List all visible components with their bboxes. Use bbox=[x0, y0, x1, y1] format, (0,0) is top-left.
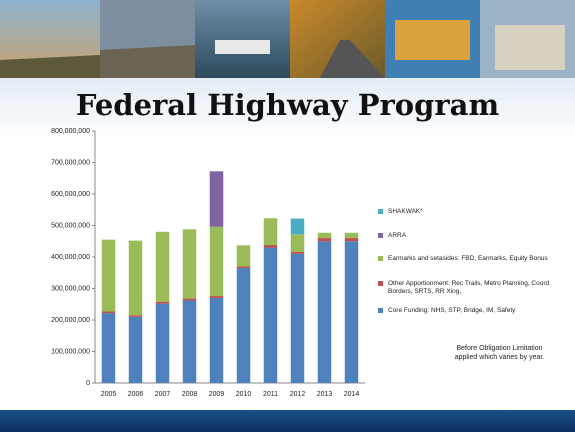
legend-swatch bbox=[378, 233, 383, 238]
bar-segment bbox=[101, 311, 116, 314]
x-tick-label: 2014 bbox=[344, 391, 360, 398]
bar-segment bbox=[155, 301, 170, 304]
slide-title: Federal Highway Program bbox=[75, 88, 500, 122]
bar-segment bbox=[290, 234, 305, 252]
bar-segment bbox=[209, 226, 224, 297]
bar-segment bbox=[101, 239, 116, 312]
x-tick-label: 2005 bbox=[101, 391, 117, 398]
x-tick-label: 2008 bbox=[182, 391, 198, 398]
bar-segment bbox=[344, 238, 359, 242]
y-tick-label: 100,000,000 bbox=[51, 348, 90, 355]
legend-item: Core Funding: NHS, STP, Bridge, IM, Safe… bbox=[378, 307, 553, 315]
legend-swatch bbox=[378, 281, 383, 286]
y-tick-label: 200,000,000 bbox=[51, 317, 90, 324]
legend-label: ARRA bbox=[388, 232, 407, 239]
y-tick-label: 500,000,000 bbox=[51, 222, 90, 229]
bar-segment bbox=[128, 240, 143, 316]
bar-segment bbox=[182, 298, 197, 301]
legend-item: SHAKWAK* bbox=[378, 208, 553, 216]
y-tick-label: 800,000,000 bbox=[51, 128, 90, 135]
legend-swatch bbox=[378, 308, 383, 313]
legend-swatch bbox=[378, 209, 383, 214]
bar-segment bbox=[101, 313, 116, 383]
x-tick-label: 2011 bbox=[263, 391, 278, 398]
legend-item: Other Apportionment: Rec Trails, Metro P… bbox=[378, 280, 553, 296]
x-tick-label: 2007 bbox=[155, 391, 171, 398]
x-tick-label: 2012 bbox=[290, 391, 306, 398]
y-tick-label: 300,000,000 bbox=[51, 285, 90, 292]
bar-segment bbox=[263, 218, 278, 246]
legend-label: Core Funding: NHS, STP, Bridge, IM, Safe… bbox=[388, 307, 516, 314]
bar-segment bbox=[290, 251, 305, 254]
bar-segment bbox=[209, 296, 224, 298]
bar-segment bbox=[236, 268, 251, 383]
y-tick-label: 600,000,000 bbox=[51, 191, 90, 198]
bar-segment bbox=[344, 232, 359, 239]
x-tick-label: 2010 bbox=[236, 391, 252, 398]
legend-item: Earmarks and setasides: FBD, Earmarks, E… bbox=[378, 255, 553, 263]
bar-segment bbox=[344, 241, 359, 383]
x-tick-label: 2006 bbox=[128, 391, 144, 398]
footer-band bbox=[0, 410, 575, 432]
bar-segment bbox=[290, 218, 305, 235]
bar-segment bbox=[209, 297, 224, 383]
legend-label: Other Apportionment: Rec Trails, Metro P… bbox=[388, 280, 550, 295]
bar-segment bbox=[182, 300, 197, 383]
bar-segment bbox=[263, 247, 278, 383]
bar-segment bbox=[209, 171, 224, 227]
legend-item: ARRA bbox=[378, 232, 553, 240]
bar-segment bbox=[317, 238, 332, 242]
bar-segment bbox=[263, 245, 278, 248]
bar-segment bbox=[236, 266, 251, 269]
x-tick-label: 2013 bbox=[317, 391, 333, 398]
bar-segment bbox=[236, 245, 251, 267]
y-tick-label: 700,000,000 bbox=[51, 159, 90, 166]
photo-strip bbox=[0, 0, 575, 78]
legend-swatch bbox=[378, 256, 383, 261]
bar-segment bbox=[182, 229, 197, 299]
bar-segment bbox=[128, 315, 143, 317]
annotation: Before Obligation Limitation applied whi… bbox=[454, 345, 545, 361]
bar-segment bbox=[290, 253, 305, 383]
bar-segment bbox=[155, 231, 170, 302]
x-tick-label: 2009 bbox=[209, 391, 225, 398]
y-tick-label: 0 bbox=[86, 380, 90, 387]
legend-label: SHAKWAK* bbox=[388, 208, 423, 215]
bar-segment bbox=[155, 303, 170, 383]
y-tick-label: 400,000,000 bbox=[51, 254, 90, 261]
bar-segment bbox=[128, 316, 143, 383]
bar-segment bbox=[317, 232, 332, 239]
legend-label: Earmarks and setasides: FBD, Earmarks, E… bbox=[388, 255, 548, 262]
bar-segment bbox=[317, 241, 332, 383]
